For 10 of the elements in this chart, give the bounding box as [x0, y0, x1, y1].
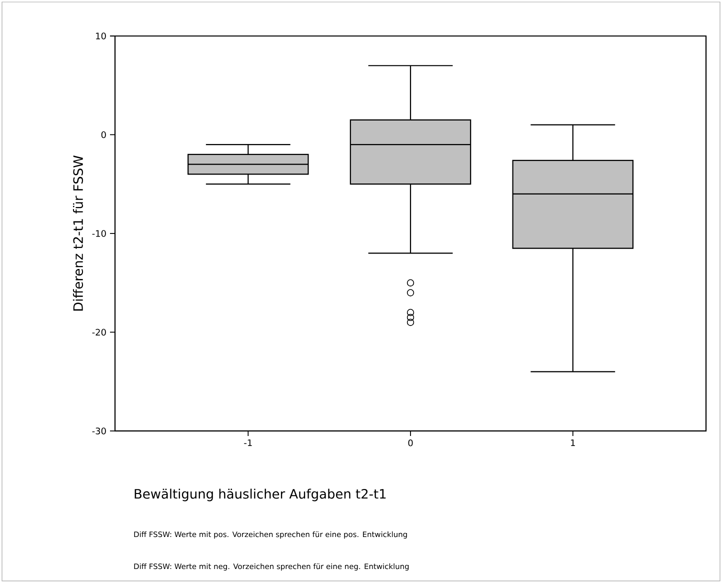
y-tick-label: 0 — [101, 131, 106, 138]
y-axis-title: Differenz t2-t1 für FSSW — [72, 156, 84, 311]
y-tick-label: -20 — [92, 328, 106, 336]
y-tick-label: 10 — [96, 32, 106, 40]
y-tick-label: -30 — [92, 428, 106, 434]
y-tick-label: -10 — [92, 230, 106, 237]
x-axis-title: Bewältigung häuslicher Aufgaben t2-t1 — [134, 488, 386, 502]
x-tick-label: 0 — [408, 440, 413, 446]
x-tick-label: -1 — [244, 440, 252, 446]
x-tick-label: 1 — [571, 440, 575, 446]
